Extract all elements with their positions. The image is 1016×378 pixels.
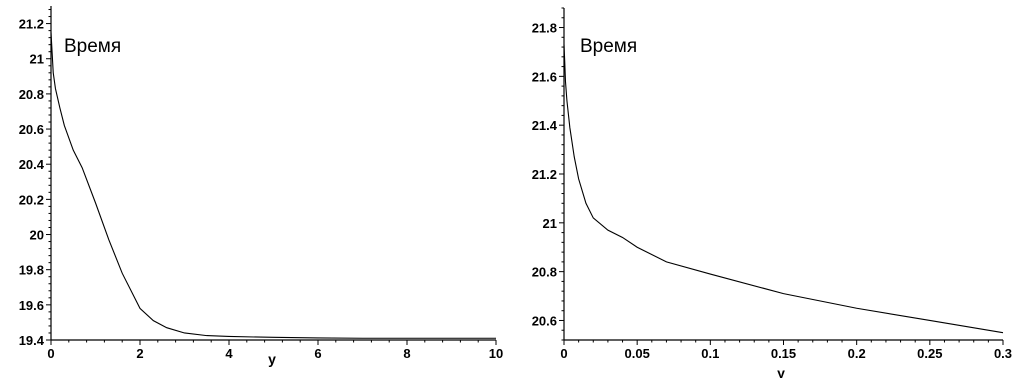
y-tick-label: 20.8 bbox=[19, 87, 44, 102]
chart-title: Время bbox=[580, 36, 637, 57]
y-tick-label: 19.8 bbox=[19, 263, 44, 278]
y-tick-label: 21 bbox=[543, 216, 557, 231]
x-tick-label: 0 bbox=[560, 346, 567, 361]
x-tick-label: 0.2 bbox=[848, 346, 866, 361]
series-line bbox=[50, 32, 496, 339]
x-axis-label: y bbox=[268, 351, 276, 367]
y-tick-label: 21.6 bbox=[532, 69, 557, 84]
y-tick-label: 20.6 bbox=[19, 122, 44, 137]
x-tick-label: 10 bbox=[489, 346, 503, 361]
x-tick-label: 0.25 bbox=[917, 346, 942, 361]
y-tick-label: 20.6 bbox=[532, 313, 557, 328]
x-tick-label: 0.1 bbox=[701, 346, 719, 361]
y-tick-label: 20.4 bbox=[19, 157, 45, 172]
chart-left: 19.4 19.6 19.8 20 20.2 20.4 20.6 20.8 21 21.2 0 2 4 6… bbox=[19, 6, 503, 367]
y-tick-label: 19.4 bbox=[19, 333, 45, 348]
x-tick-label: 0.05 bbox=[625, 346, 650, 361]
x-tick-label: 8 bbox=[403, 346, 410, 361]
y-tick-label: 20.2 bbox=[19, 192, 44, 207]
y-tick-label: 21.2 bbox=[532, 167, 557, 182]
x-axis-label: y bbox=[777, 365, 785, 378]
x-tick-label: 0.15 bbox=[771, 346, 796, 361]
x-tick-label: 2 bbox=[136, 346, 143, 361]
y-tick-label: 20.8 bbox=[532, 265, 557, 280]
x-tick-label: 0 bbox=[47, 346, 54, 361]
chart-right: 20.6 20.8 21 21.2 21.4 21.6 21.8 0 0.05 0.1 0.15 0.… bbox=[532, 7, 1012, 378]
x-tick-label: 6 bbox=[314, 346, 321, 361]
y-tick-label: 19.6 bbox=[19, 298, 44, 313]
series-line bbox=[563, 44, 1004, 334]
x-tick-label: 4 bbox=[225, 346, 233, 361]
y-tick-label: 20 bbox=[30, 228, 44, 243]
y-tick-label: 21 bbox=[30, 52, 44, 67]
x-tick-label: 0.3 bbox=[994, 346, 1012, 361]
y-tick-label: 21.8 bbox=[532, 21, 557, 36]
chart-title: Время bbox=[64, 36, 121, 57]
y-tick-label: 21.2 bbox=[19, 17, 44, 32]
y-tick-label: 21.4 bbox=[532, 118, 558, 133]
